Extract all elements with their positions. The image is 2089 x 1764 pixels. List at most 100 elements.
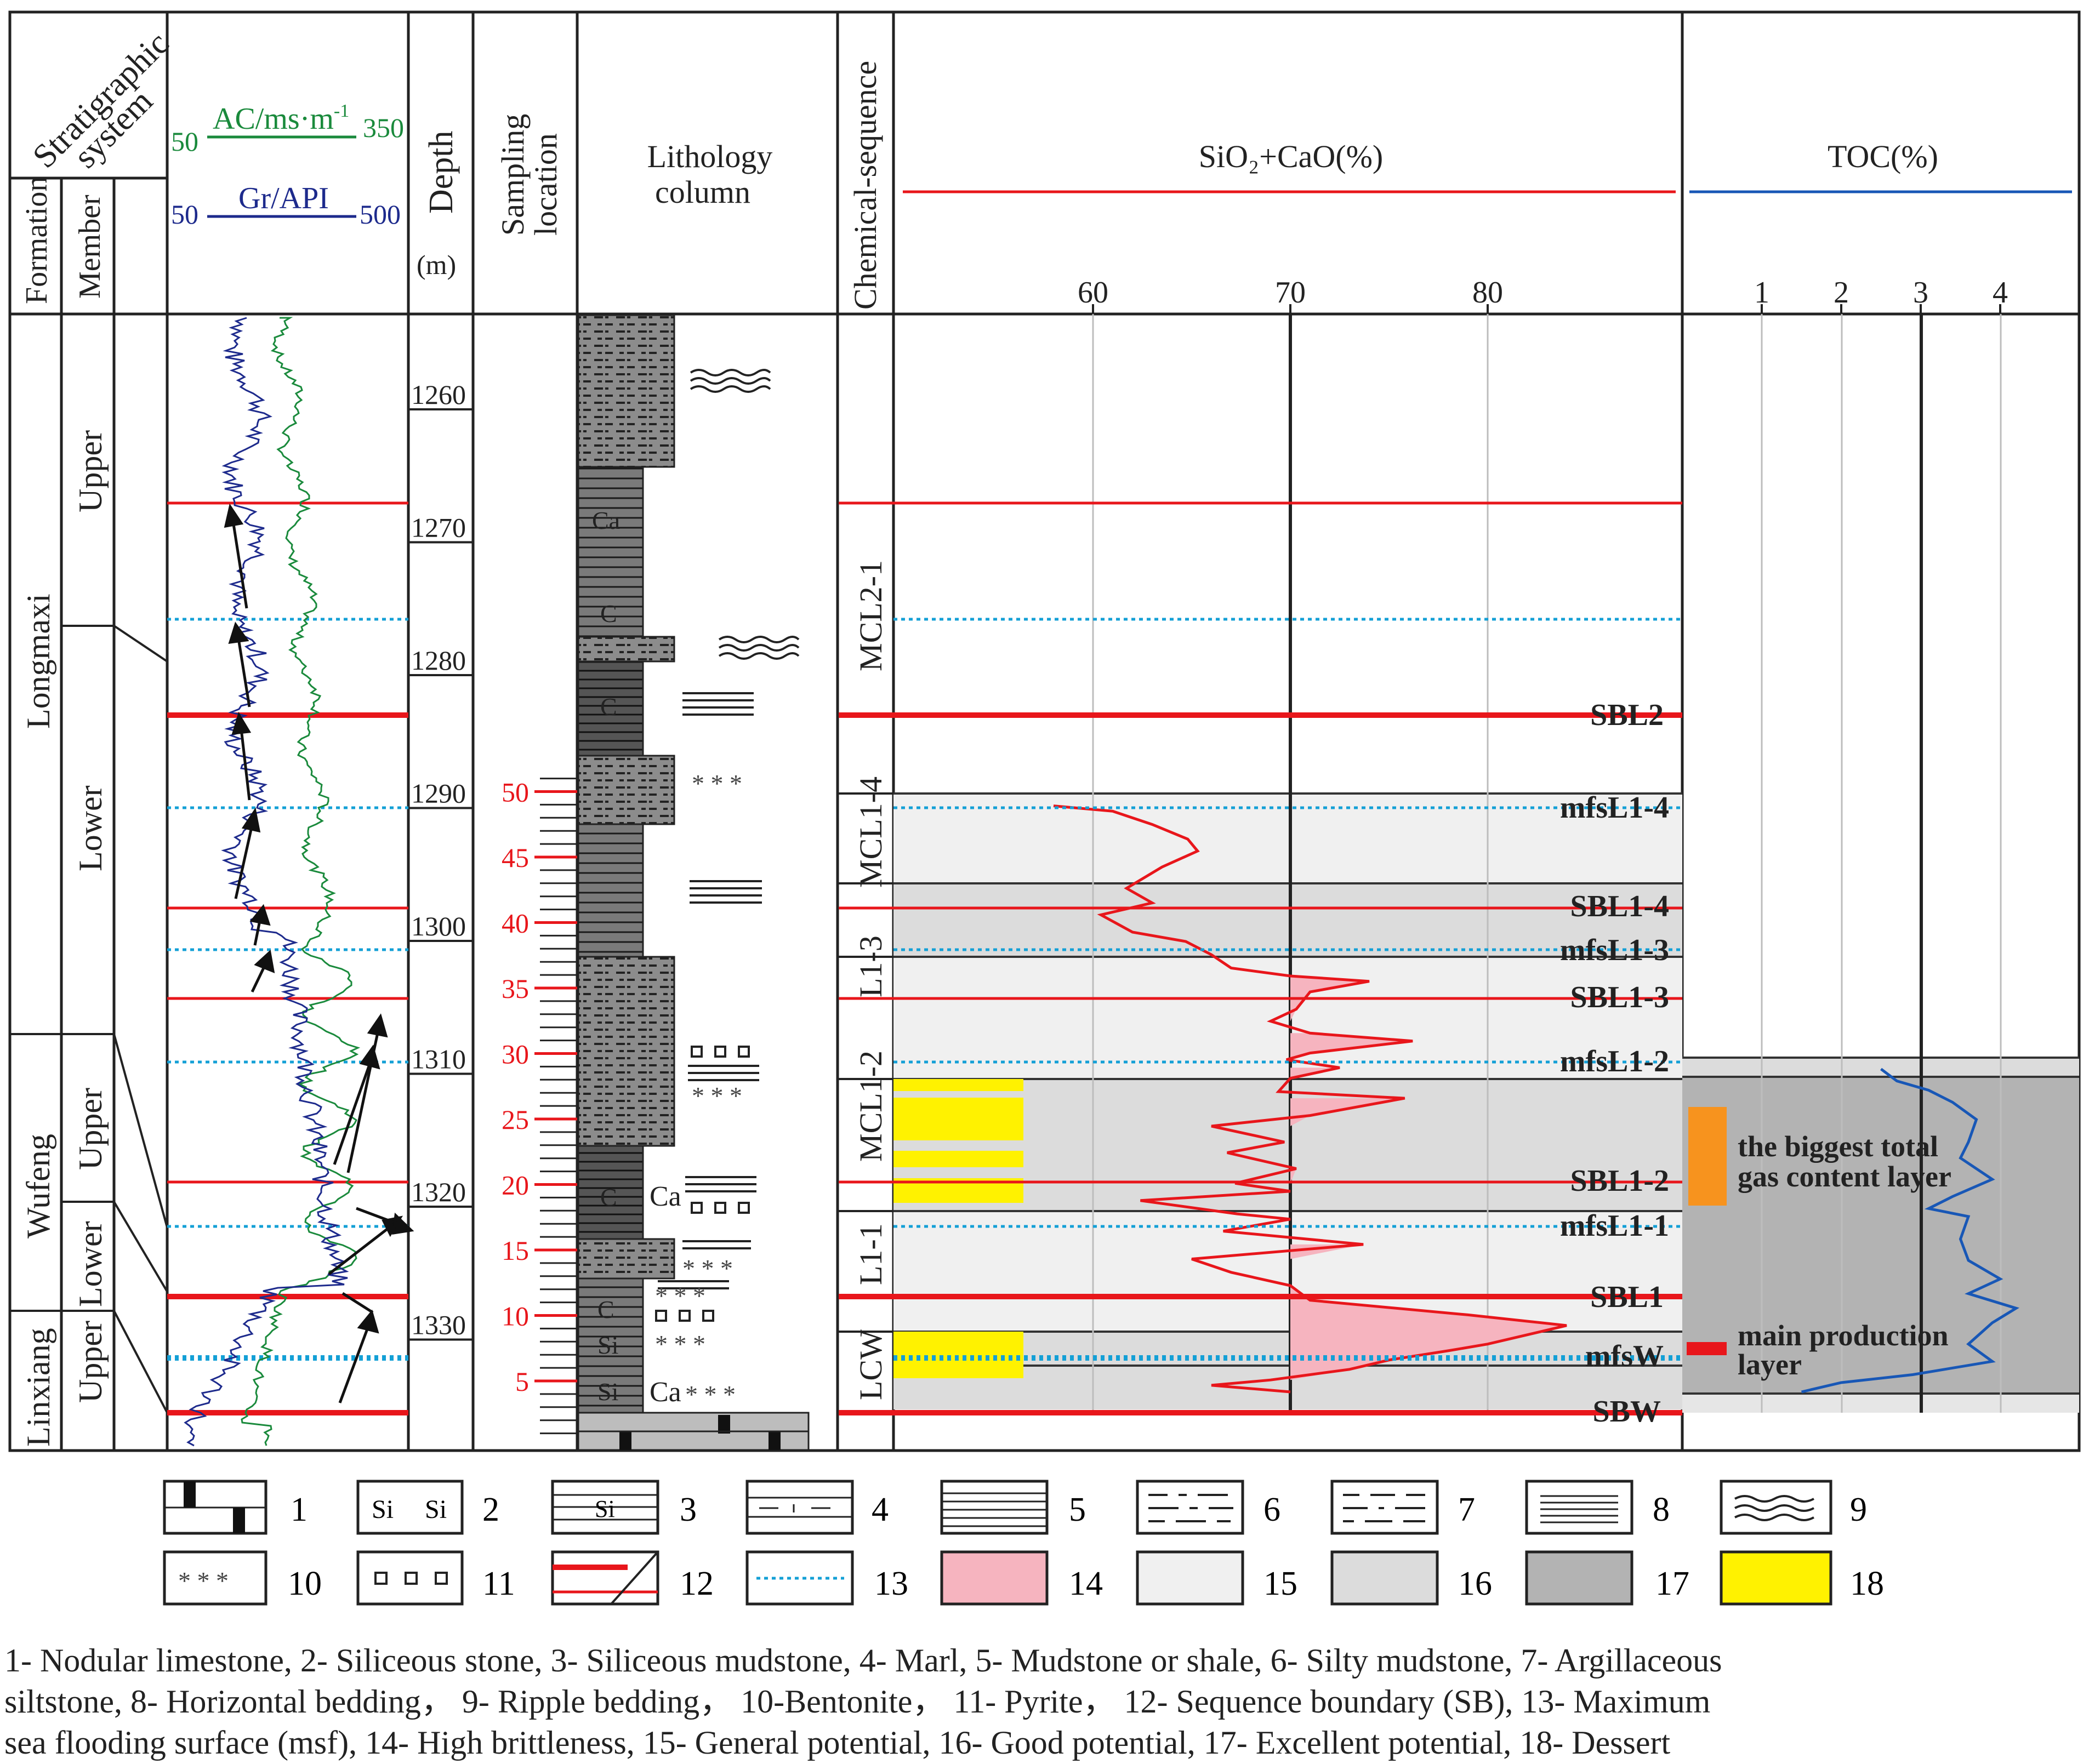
sequence-l1-3: L1-3 bbox=[853, 935, 889, 997]
legend-item-18: 18 bbox=[1720, 1550, 1884, 1606]
depth-tick-label: 1320 bbox=[411, 1177, 466, 1207]
litho-silty-mudstone bbox=[577, 314, 675, 468]
member-longmaxi-lower: Lower bbox=[72, 785, 109, 871]
trend-arrow-icon bbox=[251, 950, 275, 993]
toc-tick-label: 3 bbox=[1913, 276, 1928, 310]
lithology-header-line2: column bbox=[655, 174, 750, 210]
litho-mudstone bbox=[577, 1277, 644, 1414]
sample-tick-label: 40 bbox=[502, 908, 529, 939]
svg-text:Si: Si bbox=[425, 1495, 447, 1524]
boundary-label: mfsL1-2 bbox=[1560, 1044, 1669, 1078]
member-linxiang-upper: Upper bbox=[72, 1321, 109, 1403]
litho-symbol-si: Si bbox=[597, 1331, 618, 1359]
boundary-label: mfsW bbox=[1585, 1339, 1664, 1373]
sample-tick-label: 50 bbox=[502, 777, 529, 808]
legend-item-9: 9 bbox=[1720, 1480, 1867, 1535]
formation-header: Formation bbox=[20, 176, 54, 304]
horizontal-bedding-symbol bbox=[682, 1240, 751, 1249]
sequence-mcl1-4: MCL1-4 bbox=[853, 777, 889, 888]
sequence-mcl1-2: MCL1-2 bbox=[853, 1051, 889, 1162]
general-potential-zone bbox=[1682, 1058, 2079, 1077]
legend-item-3: Si 3 bbox=[551, 1480, 697, 1535]
horizontal-bedding-symbol bbox=[685, 1176, 756, 1192]
legend-number: 3 bbox=[680, 1491, 697, 1528]
boundary-label: mfsL1-3 bbox=[1560, 933, 1669, 967]
legend-number: 18 bbox=[1850, 1565, 1884, 1602]
high-brittleness-fill bbox=[1290, 1067, 1340, 1092]
sequence-l1-1: L1-1 bbox=[853, 1223, 889, 1285]
sample-tick-label: 30 bbox=[502, 1039, 529, 1070]
member-wufeng-lower: Lower bbox=[72, 1221, 109, 1307]
member-wufeng-upper: Upper bbox=[72, 1088, 109, 1170]
gas-content-marker bbox=[1688, 1107, 1727, 1206]
litho-mudstone bbox=[577, 823, 644, 958]
formation-linxiang: Linxiang bbox=[20, 1328, 56, 1447]
svg-text:Si: Si bbox=[372, 1495, 394, 1524]
sequence-column: MCL2-1 MCL1-4 L1-3 MCL1-2 L1-1 LCW bbox=[839, 560, 893, 1400]
legend-item-6: 6 bbox=[1136, 1480, 1280, 1535]
legend-item-2: Si Si 2 bbox=[356, 1480, 499, 1535]
bentonite-symbol: * * * bbox=[685, 1380, 736, 1408]
sample-tick-label: 35 bbox=[502, 973, 529, 1004]
litho-dark-mudstone bbox=[577, 1145, 644, 1240]
legend-number: 12 bbox=[680, 1565, 714, 1602]
boundary-label: mfsL1-1 bbox=[1560, 1209, 1669, 1243]
high-brittleness-fill bbox=[1290, 1168, 1296, 1184]
sio2-cao-curve bbox=[1053, 804, 1567, 1394]
trend-arrow-icon bbox=[356, 1207, 414, 1235]
trend-arrow-icon bbox=[231, 711, 252, 801]
sampling-column: 50 45 40 35 30 25 20 15 10 5 bbox=[502, 777, 577, 1435]
sampling-header-line1: Sampling bbox=[495, 114, 531, 236]
gr-max: 500 bbox=[360, 199, 401, 230]
litho-silty-mudstone bbox=[577, 1238, 675, 1280]
sample-tick-label: 10 bbox=[502, 1301, 529, 1332]
production-label-line1: main production bbox=[1738, 1319, 1949, 1352]
toc-axis-ticks: 1 2 3 4 bbox=[1754, 276, 2008, 314]
horizontal-bedding-symbol bbox=[682, 692, 754, 716]
pyrite-symbol bbox=[691, 1046, 750, 1058]
sample-tick-label: 5 bbox=[515, 1366, 529, 1397]
boundary-label: SBL1 bbox=[1590, 1280, 1664, 1314]
ac-max: 350 bbox=[363, 112, 404, 143]
legend: 1 Si Si 2 Si 3 4 5 6 7 8 9 * * * 10 11 12 13… bbox=[4, 1480, 1884, 1761]
high-brittleness-fill bbox=[1290, 1286, 1567, 1380]
sequence-lcw: LCW bbox=[853, 1329, 889, 1400]
legend-item-15: 15 bbox=[1136, 1550, 1297, 1606]
depth-tick-label: 1310 bbox=[411, 1044, 466, 1075]
depth-tick-label: 1290 bbox=[411, 778, 466, 809]
svg-text:Si: Si bbox=[595, 1495, 615, 1522]
main-production-marker bbox=[1687, 1342, 1727, 1355]
legend-number: 14 bbox=[1069, 1565, 1103, 1602]
legend-number: 16 bbox=[1458, 1565, 1492, 1602]
legend-number: 9 bbox=[1850, 1491, 1867, 1528]
legend-number: 11 bbox=[482, 1565, 515, 1602]
sample-tick-label: 15 bbox=[502, 1235, 529, 1266]
sample-tick-label: 25 bbox=[502, 1104, 529, 1135]
legend-item-5: 5 bbox=[940, 1480, 1086, 1535]
sio2-tick-label: 70 bbox=[1275, 276, 1306, 310]
sample-tick-label: 45 bbox=[502, 842, 529, 873]
trend-arrow-icon bbox=[234, 807, 261, 899]
legend-item-16: 16 bbox=[1330, 1550, 1492, 1606]
good-potential-zone bbox=[893, 1332, 1682, 1409]
dessert-band bbox=[893, 1151, 1023, 1167]
trend-arrow-icon bbox=[346, 1013, 388, 1173]
trend-arrow-icon bbox=[338, 1309, 379, 1403]
boundary-label: mfsL1-4 bbox=[1560, 791, 1669, 825]
litho-symbol-c: C bbox=[600, 1183, 617, 1211]
member-header: Member bbox=[73, 195, 107, 299]
depth-column: 1260 1270 1280 1290 1300 1310 1320 1330 bbox=[408, 379, 473, 1341]
dessert-band bbox=[893, 1098, 1023, 1140]
litho-symbol-si: Si bbox=[597, 1378, 618, 1406]
litho-symbol-ca: Ca bbox=[650, 1181, 681, 1212]
dessert-band bbox=[893, 1079, 1023, 1091]
lithology-header-line1: Lithology bbox=[647, 139, 773, 174]
excellent-potential-zone bbox=[1682, 1077, 2079, 1394]
legend-number: 8 bbox=[1653, 1491, 1670, 1528]
depth-tick-label: 1300 bbox=[411, 911, 466, 941]
pyrite-symbol bbox=[691, 1202, 750, 1214]
ripple-bedding-symbol bbox=[690, 369, 771, 393]
bentonite-symbol: * * * bbox=[655, 1282, 705, 1310]
good-potential-zone bbox=[893, 1079, 1682, 1211]
legend-item-12: 12 bbox=[551, 1550, 714, 1606]
